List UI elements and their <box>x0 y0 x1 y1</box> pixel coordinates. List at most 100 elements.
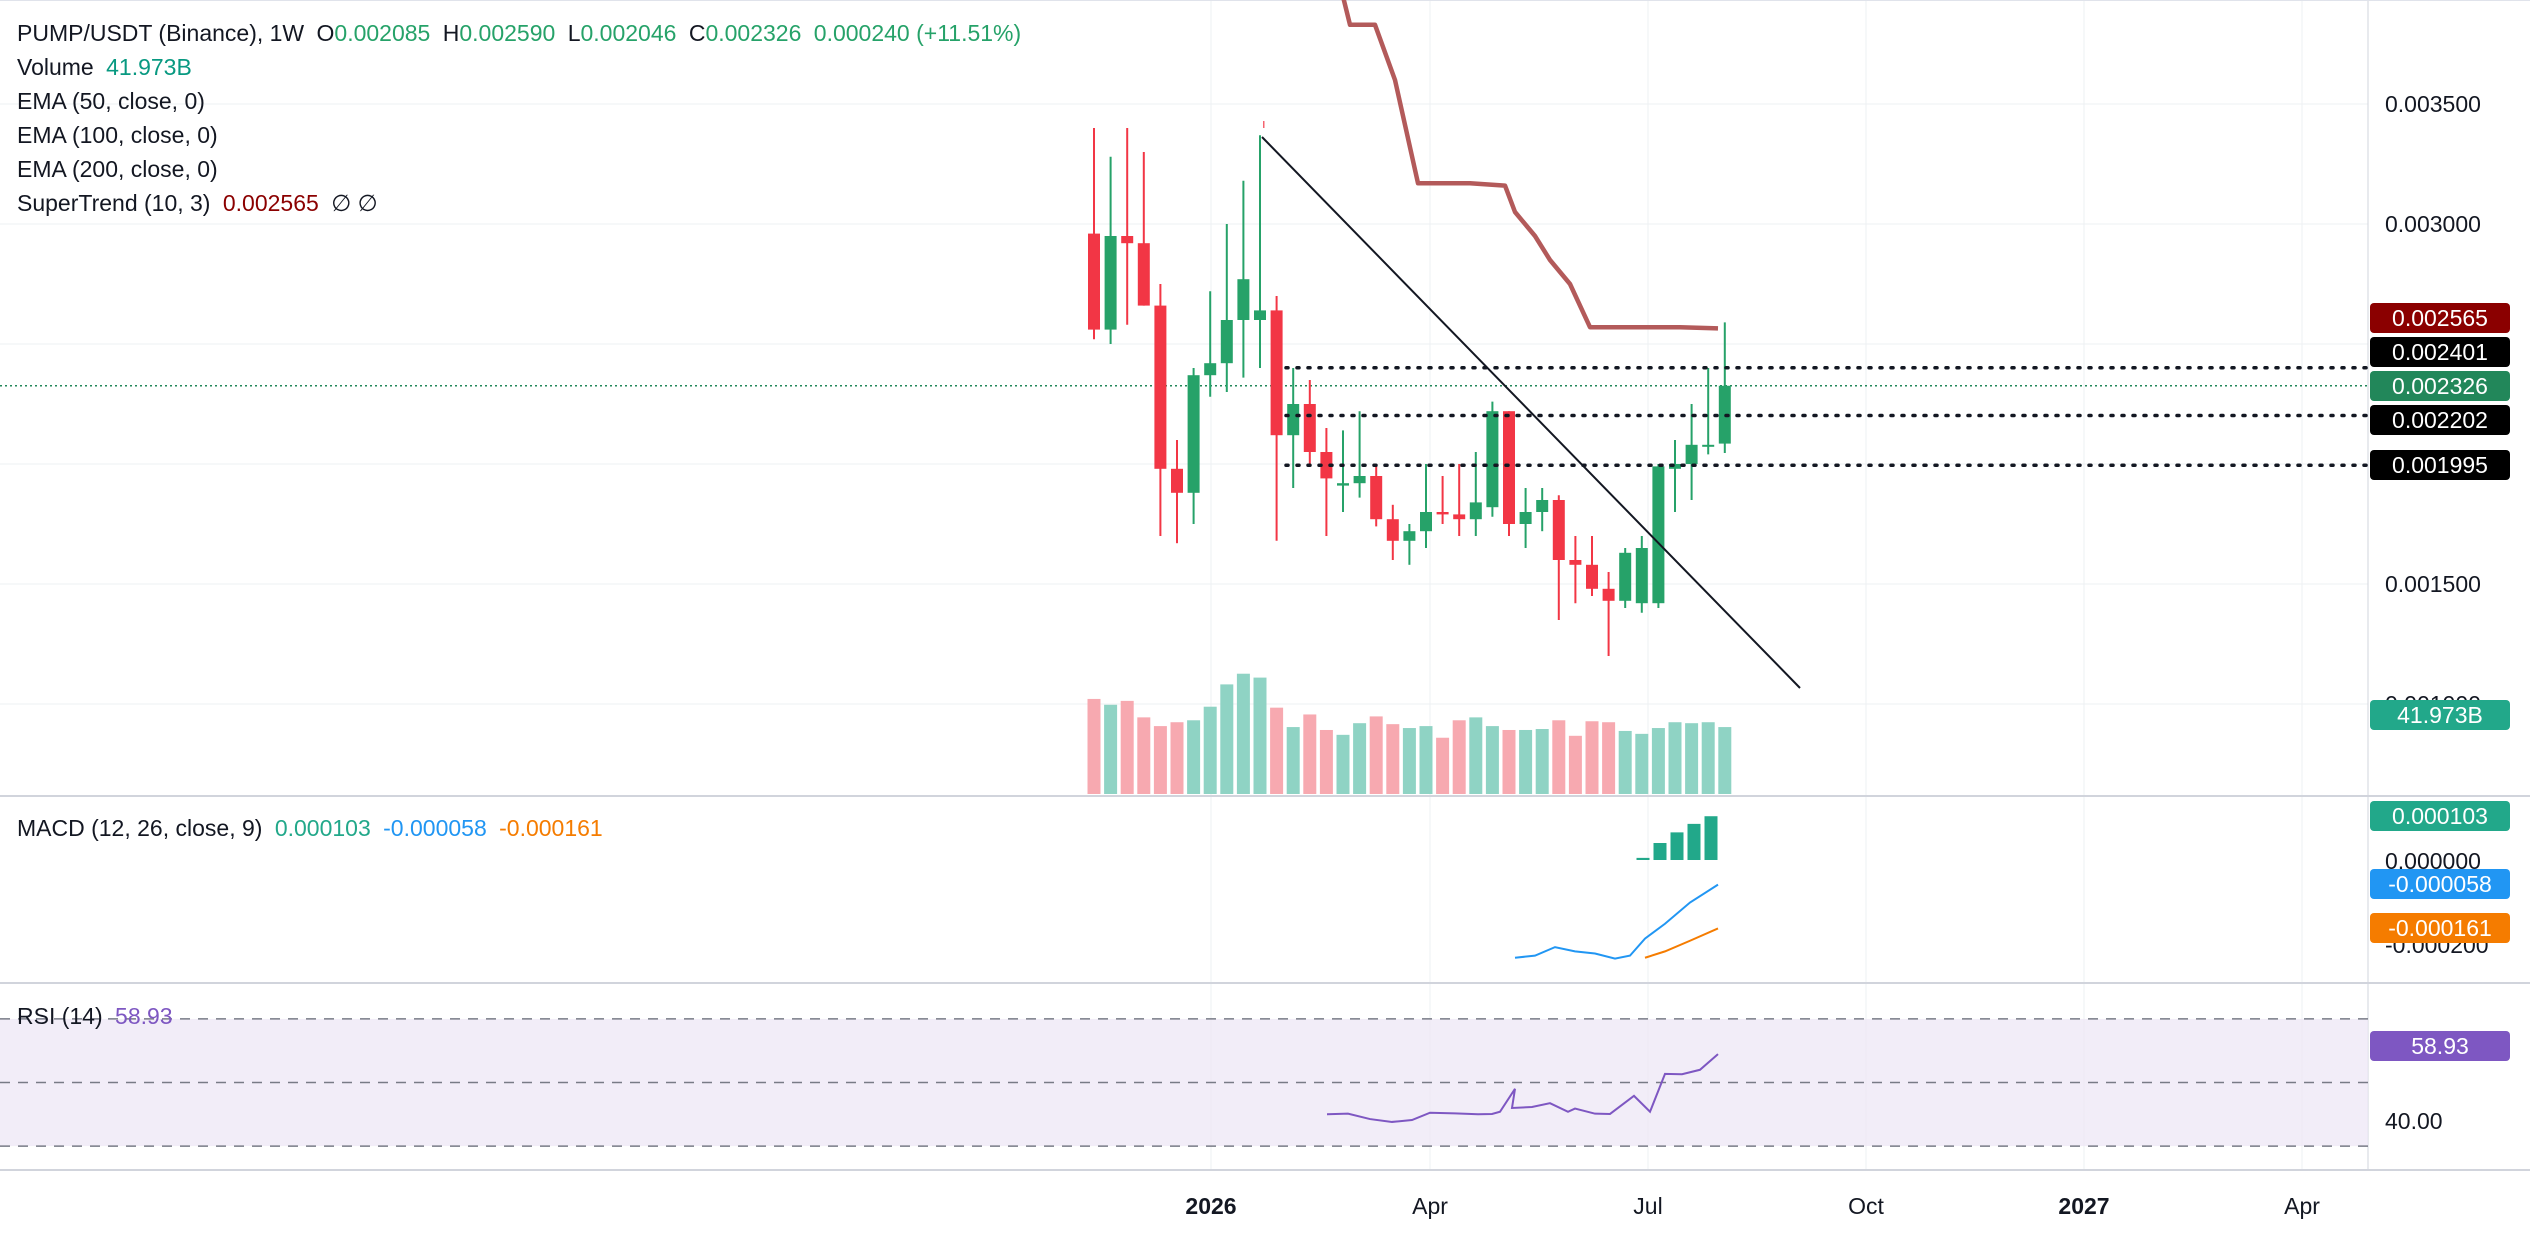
candle-body <box>1370 476 1383 520</box>
low-label: L <box>567 20 581 46</box>
macd-series <box>1514 816 1719 960</box>
candle-body <box>1536 500 1549 512</box>
price-tick-label: 0.001500 <box>2385 571 2481 597</box>
open-label: O <box>316 20 335 46</box>
candle-body <box>1171 468 1183 493</box>
candle-body <box>1270 310 1283 436</box>
ohlc-legend: PUMP/USDT (Binance), 1W O0.002085 H0.002… <box>17 16 1027 50</box>
candle-body <box>1287 404 1300 436</box>
volume-bar <box>1386 724 1400 794</box>
rsi-value: 58.93 <box>115 1003 173 1029</box>
last-price-tag: 0.002326 <box>2370 371 2510 401</box>
macd-histogram-bar <box>1687 823 1701 860</box>
volume-bar <box>1485 726 1499 794</box>
rsi-legend[interactable]: RSI (14) 58.93 <box>17 999 179 1033</box>
candle-body <box>1121 236 1134 244</box>
supertrend-legend[interactable]: SuperTrend (10, 3) 0.002565 ∅ ∅ <box>17 186 384 220</box>
rsi-series <box>1326 1053 1719 1123</box>
grid-lines <box>0 0 2368 1170</box>
volume-bar <box>1651 728 1665 794</box>
candle-body <box>1187 375 1200 493</box>
volume-bar <box>1303 714 1317 794</box>
ema100-legend[interactable]: EMA (100, close, 0) <box>17 118 224 152</box>
volume-bar <box>1120 700 1134 794</box>
candle-body <box>1569 560 1582 565</box>
supertrend-price-tag: 0.002565 <box>2370 303 2510 333</box>
macd-histogram-bar <box>1704 816 1718 860</box>
level-price-tag: 0.002202 <box>2370 405 2510 435</box>
volume-bar <box>1419 726 1433 794</box>
candle-body <box>1702 444 1715 447</box>
volume-bar <box>1137 717 1151 794</box>
volume-bar <box>1253 677 1267 794</box>
supertrend-label: SuperTrend (10, 3) <box>17 190 211 216</box>
volume-legend[interactable]: Volume 41.973B <box>17 50 198 84</box>
candle-body <box>1320 452 1333 479</box>
candle-body <box>1104 236 1117 330</box>
macd-label: MACD (12, 26, close, 9) <box>17 815 263 841</box>
macd-histogram-bar <box>1670 832 1684 860</box>
candle-body <box>1254 310 1266 320</box>
volume-bar <box>1104 704 1118 794</box>
rsi-tag: 58.93 <box>2370 1031 2510 1061</box>
volume-bar <box>1519 729 1533 794</box>
volume-bar <box>1336 734 1350 794</box>
candle-body <box>1303 404 1316 452</box>
candle-body <box>1552 500 1565 560</box>
high-value: 0.002590 <box>459 20 556 46</box>
candle-body <box>1469 502 1482 520</box>
pane-separators <box>0 0 2530 1171</box>
macd-hist-tag: 0.000103 <box>2370 801 2510 831</box>
ema200-legend[interactable]: EMA (200, close, 0) <box>17 152 224 186</box>
candle-body <box>1420 512 1432 532</box>
ema50-legend[interactable]: EMA (50, close, 0) <box>17 84 211 118</box>
high-marker: ı <box>1262 116 1266 131</box>
candle-body <box>1503 411 1515 524</box>
macd-legend[interactable]: MACD (12, 26, close, 9) 0.000103 -0.0000… <box>17 811 609 845</box>
candle-body <box>1669 464 1681 469</box>
change-value: 0.000240 (+11.51%) <box>813 20 1022 46</box>
volume-label: Volume <box>17 54 94 80</box>
rsi-band-fill <box>0 1018 2368 1147</box>
candle-body <box>1204 363 1217 376</box>
macd-signal-value: -0.000161 <box>499 815 603 841</box>
ema100-label: EMA (100, close, 0) <box>17 122 218 148</box>
trend-line[interactable] <box>1261 136 1801 689</box>
volume-bar <box>1502 729 1516 794</box>
candle-body <box>1602 588 1615 601</box>
volume-bar <box>1585 721 1599 794</box>
volume-bar <box>1436 737 1450 794</box>
macd-line <box>1514 883 1719 960</box>
candle-body <box>1403 531 1416 541</box>
candle-body <box>1635 548 1648 604</box>
candle-body <box>1685 444 1698 464</box>
macd-signal-tag: -0.000161 <box>2370 913 2510 943</box>
time-tick-label: Apr <box>2284 1193 2320 1219</box>
symbol-label[interactable]: PUMP/USDT (Binance), 1W <box>17 20 305 46</box>
macd-line-tag: -0.000058 <box>2370 869 2510 899</box>
candle-body <box>1237 279 1250 320</box>
volume-bar <box>1568 735 1582 794</box>
volume-bar <box>1535 729 1549 794</box>
volume-bar <box>1718 727 1732 794</box>
candle-body <box>1652 466 1665 604</box>
macd-line-value: -0.000058 <box>383 815 487 841</box>
candle-body <box>1386 519 1399 541</box>
candle-body <box>1154 305 1167 469</box>
candle-body <box>1137 243 1150 306</box>
time-tick-label: 2026 <box>1185 1193 1237 1219</box>
volume-bar <box>1270 707 1284 794</box>
supertrend-value: 0.002565 <box>222 190 319 216</box>
volume-bar <box>1087 698 1101 794</box>
level-price-tag: 0.001995 <box>2370 450 2510 480</box>
volume-bar <box>1353 723 1367 794</box>
resistance-levels[interactable] <box>1284 366 2370 467</box>
volume-bar <box>1668 722 1682 794</box>
rsi-tick-label: 40.00 <box>2385 1108 2443 1134</box>
ema50-label: EMA (50, close, 0) <box>17 88 205 114</box>
candle-body <box>1586 564 1598 589</box>
volume-bar <box>1635 733 1649 794</box>
supertrend-flags: ∅ ∅ <box>331 190 378 216</box>
open-value: 0.002085 <box>334 20 431 46</box>
